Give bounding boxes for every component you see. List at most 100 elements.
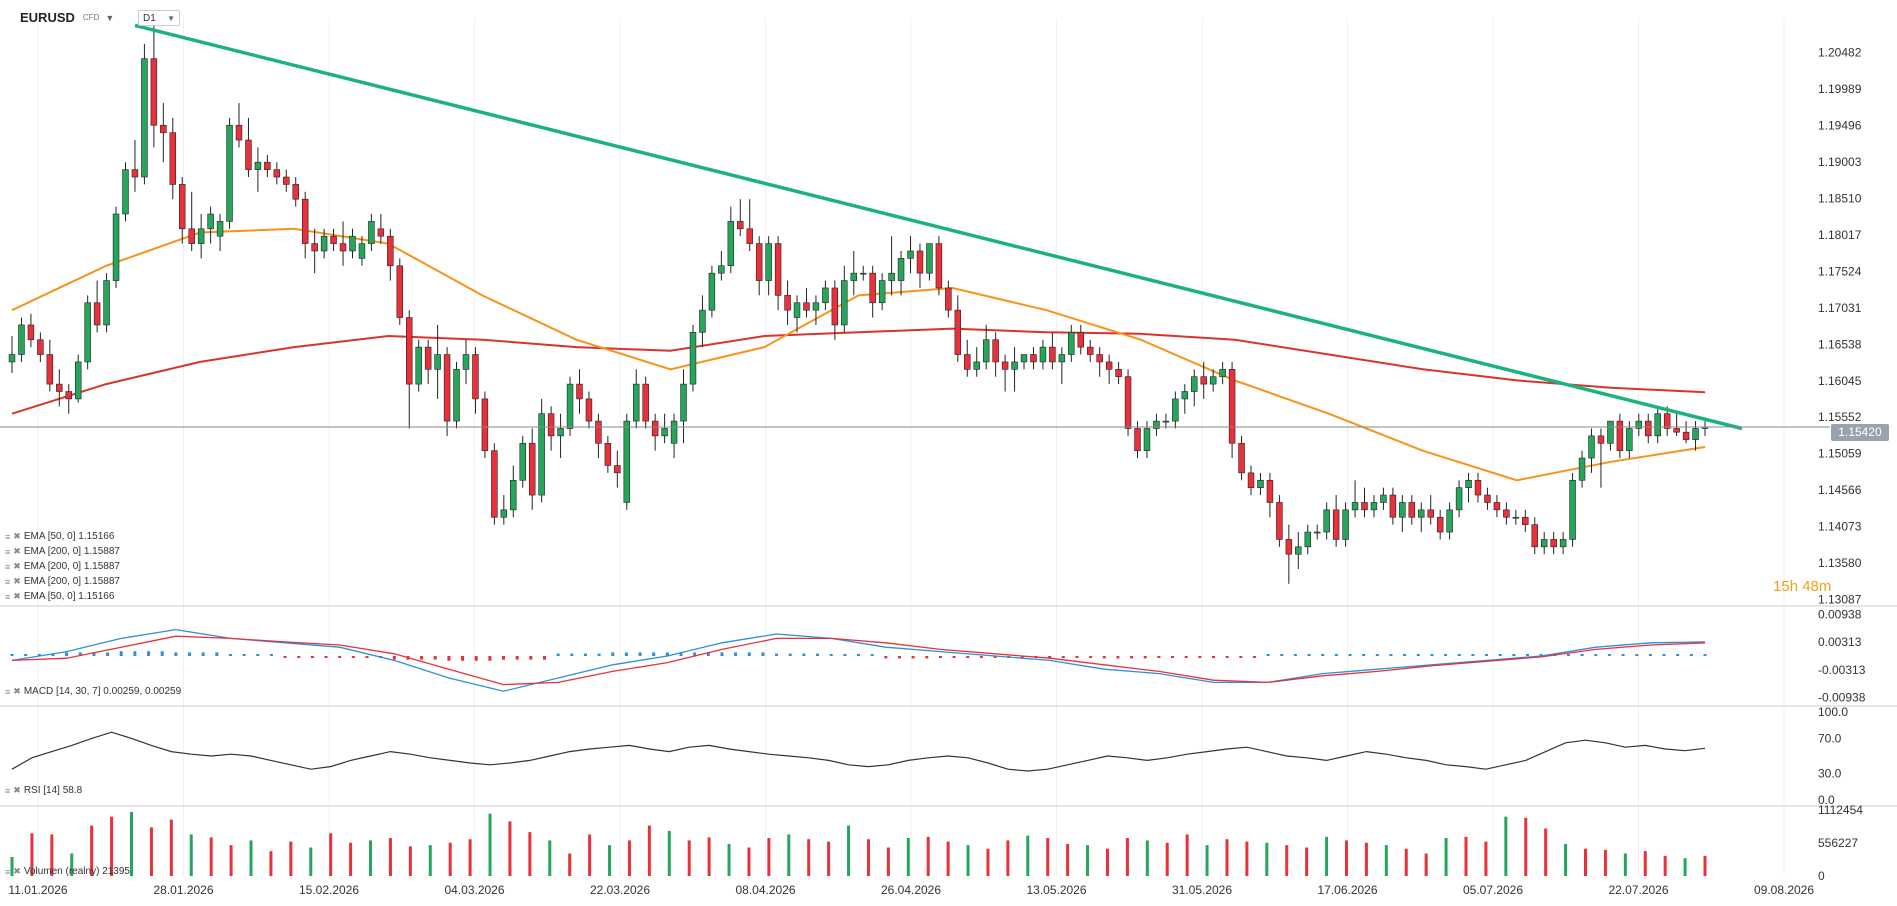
candle-body: [973, 361, 980, 370]
time-axis[interactable]: 11.01.2026 28.01.2026 15.02.2026 04.03.2026…: [8, 883, 1897, 897]
legend-item[interactable]: ≡ ✖ EMA [50, 0] 1.15166: [5, 531, 114, 542]
macd-hist-bar: [1403, 654, 1407, 656]
candle-body: [528, 442, 536, 496]
volume-bar: [906, 838, 910, 876]
candle-body: [1276, 502, 1283, 540]
close-icon[interactable]: ✖: [13, 561, 21, 571]
legend-item[interactable]: ≡ ✖ EMA [50, 0] 1.15166: [5, 591, 114, 602]
candle-body: [150, 58, 158, 126]
macd-hist-bar: [488, 656, 492, 661]
candle-body: [737, 221, 744, 230]
volume-legend[interactable]: ≡ ✖ Volumen (realny) 21395: [5, 866, 130, 877]
macd-hist-bar: [1471, 654, 1475, 656]
candle: [651, 413, 659, 451]
menu-icon[interactable]: ≡: [5, 686, 11, 697]
y-tick-label: 0.00938: [1818, 608, 1862, 622]
macd-hist-bar: [775, 653, 779, 656]
candle-body: [1011, 361, 1018, 370]
volume-bar: [468, 839, 472, 876]
candle: [585, 391, 593, 429]
trendline[interactable]: [134, 23, 1743, 431]
menu-icon[interactable]: ≡: [5, 866, 11, 877]
menu-icon[interactable]: ≡: [5, 546, 11, 557]
rsi-legend[interactable]: ≡ ✖ RSI [14] 58.8: [5, 785, 82, 796]
candle-body: [283, 176, 290, 185]
menu-icon[interactable]: ≡: [5, 576, 11, 587]
volume-bar: [1544, 828, 1548, 876]
close-icon[interactable]: ✖: [13, 576, 21, 586]
volume-bar: [428, 845, 432, 876]
candle: [935, 236, 943, 296]
candle: [358, 236, 366, 266]
close-icon[interactable]: ✖: [13, 546, 21, 556]
close-icon[interactable]: ✖: [13, 785, 21, 795]
legend-item[interactable]: ≡ ✖ EMA [200, 0] 1.15887: [5, 576, 120, 587]
candle: [1389, 487, 1397, 525]
candle-body: [1238, 442, 1245, 474]
candle-body: [850, 272, 858, 281]
caret-down-icon[interactable]: ▼: [167, 14, 175, 23]
timeframe-selector[interactable]: D1 ▼: [138, 10, 180, 26]
close-icon[interactable]: ✖: [13, 591, 21, 601]
candle-body: [188, 228, 195, 244]
candle: [954, 295, 962, 362]
candle: [1039, 339, 1047, 370]
candle: [557, 413, 564, 459]
macd-hist-bar: [638, 652, 642, 656]
macd-hist-bar: [829, 654, 833, 656]
current-price-label: 1.15420: [1831, 424, 1889, 441]
legend-label: EMA [50, 0] 1.15166: [23, 531, 115, 542]
volume-bar: [249, 840, 253, 876]
y-tick-label: 1.19003: [1818, 155, 1862, 169]
caret-down-icon[interactable]: ▼: [105, 12, 115, 23]
symbol-selector[interactable]: EURUSD CFD ▼: [20, 10, 114, 25]
candle-body: [1351, 502, 1359, 511]
volume-bar: [289, 841, 293, 876]
menu-icon[interactable]: ≡: [5, 531, 11, 542]
close-icon[interactable]: ✖: [13, 531, 21, 541]
price-axis[interactable]: 1.20482 1.19989 1.19496 1.19003 1.18510 1.180…: [1818, 46, 1866, 883]
candle: [869, 265, 876, 318]
candle-body: [964, 354, 971, 370]
rsi-line: [11, 731, 1706, 772]
candle: [301, 191, 309, 259]
macd-hist-bar: [1580, 654, 1584, 656]
candle: [1512, 509, 1520, 525]
candle-body: [633, 383, 640, 422]
candle-body: [1361, 502, 1368, 511]
candle-body: [1162, 420, 1170, 423]
candle-body: [1503, 509, 1510, 518]
close-icon[interactable]: ✖: [13, 686, 21, 696]
candle: [727, 206, 735, 274]
volume-bar: [647, 825, 651, 876]
menu-icon[interactable]: ≡: [5, 591, 11, 602]
candle-body: [510, 479, 517, 511]
y-tick-label: 0.0: [1818, 793, 1835, 807]
candle: [614, 450, 621, 488]
candle: [1247, 465, 1255, 496]
volume-bar: [1404, 848, 1408, 876]
candle-body: [1209, 376, 1217, 385]
volume-bar: [946, 841, 950, 876]
candle-body: [368, 221, 375, 244]
close-icon[interactable]: ✖: [13, 866, 21, 876]
legend-item[interactable]: ≡ ✖ EMA [200, 0] 1.15887: [5, 546, 120, 557]
volume-bar: [50, 834, 54, 876]
macd-legend[interactable]: ≡ ✖ MACD [14, 30, 7] 0.00259, 0.00259: [5, 686, 181, 697]
candle-body: [1105, 361, 1113, 370]
legend-item[interactable]: ≡ ✖ EMA [200, 0] 1.15887: [5, 561, 120, 572]
candle: [292, 177, 299, 207]
menu-icon[interactable]: ≡: [5, 785, 11, 796]
candle: [1436, 509, 1444, 540]
macd-hist-bar: [351, 656, 355, 658]
menu-icon[interactable]: ≡: [5, 561, 11, 572]
volume-bar: [1285, 845, 1289, 876]
volume-bar: [1145, 840, 1149, 876]
candle: [245, 117, 252, 178]
candle-body: [1172, 398, 1179, 422]
macd-hist-bar: [1061, 656, 1065, 658]
volume-bar: [767, 838, 771, 876]
candle-body: [472, 354, 479, 400]
candle: [1030, 347, 1037, 370]
